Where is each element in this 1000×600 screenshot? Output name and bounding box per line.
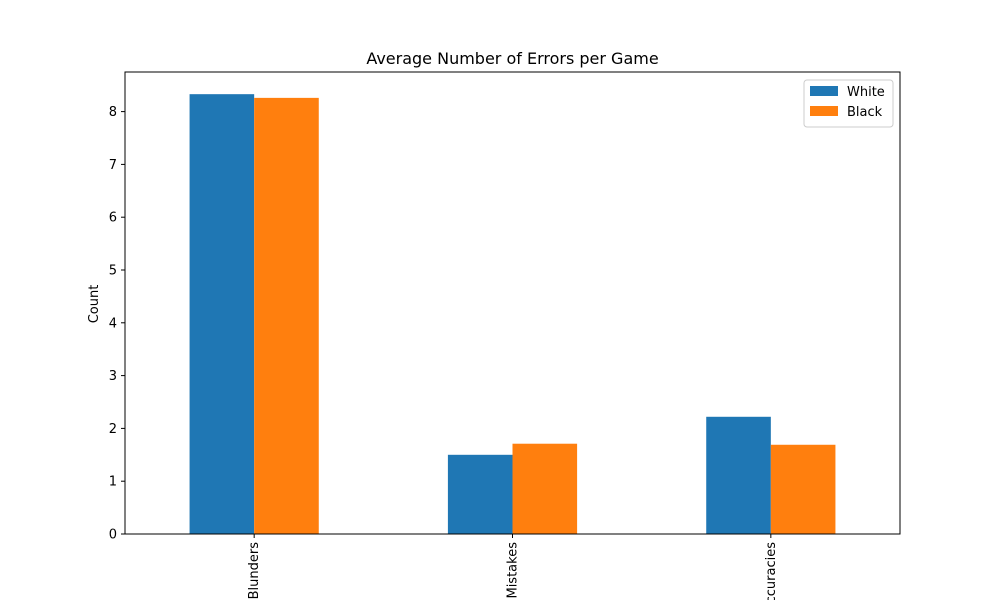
y-axis: 0 1 2 3 4 5 6 7 8 [109, 105, 125, 543]
bar-white-inaccuracies [706, 416, 771, 534]
x-tick-label: Blunders [247, 542, 262, 600]
bar-black-inaccuracies [770, 444, 836, 534]
x-axis: Blunders Mistakes Inaccuracies [247, 534, 779, 600]
y-tick-label: 8 [109, 105, 117, 120]
y-axis-label: Count [87, 285, 102, 324]
bars-group [189, 94, 836, 535]
bar-black-mistakes [512, 443, 578, 534]
plot-frame [124, 71, 901, 535]
legend-label-white: White [847, 85, 885, 100]
legend-swatch-white [810, 86, 838, 96]
y-tick-label: 6 [109, 211, 117, 226]
legend-swatch-black [810, 106, 838, 116]
x-tick-label: Mistakes [506, 542, 521, 599]
y-tick-label: 2 [109, 422, 117, 437]
legend: White Black [803, 79, 894, 128]
y-tick-label: 7 [109, 158, 117, 173]
y-tick-label: 5 [109, 264, 117, 279]
legend-label-black: Black [847, 105, 883, 120]
y-tick-label: 0 [109, 528, 117, 543]
y-tick-label: 3 [109, 369, 117, 384]
bar-white-mistakes [447, 454, 513, 534]
y-tick-label: 4 [109, 316, 117, 331]
chart-title: Average Number of Errors per Game [366, 49, 658, 68]
bar-white-blunders [189, 94, 255, 535]
y-tick-label: 1 [109, 475, 117, 490]
bar-black-blunders [254, 97, 319, 534]
x-tick-label: Inaccuracies [764, 542, 779, 600]
